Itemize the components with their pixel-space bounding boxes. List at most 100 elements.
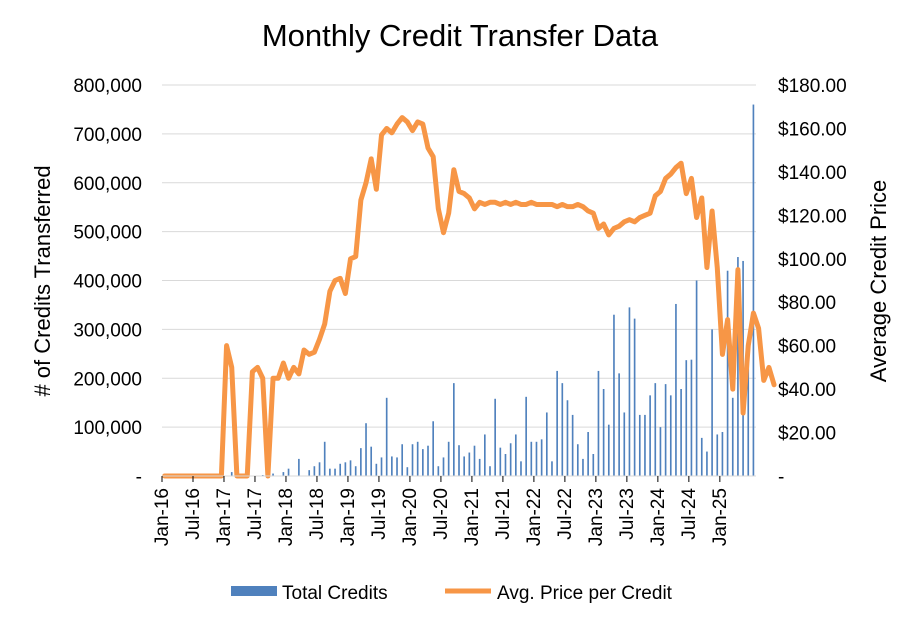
bar [556, 370, 558, 476]
bar [504, 454, 507, 476]
bar [618, 373, 620, 476]
left-axis-ticks: - 100,000 200,000 300,000 400,000 500,000 600,… [73, 76, 142, 488]
bar [447, 441, 450, 476]
bar [360, 448, 362, 476]
right-tick-label: $80.00 [778, 293, 836, 314]
legend-swatch-total-credits [231, 586, 277, 596]
x-tick-label: Jan-24 [648, 488, 669, 547]
bar [566, 400, 569, 476]
x-tick-label: Jan-22 [524, 488, 545, 546]
bar [576, 444, 579, 476]
bar [638, 414, 641, 476]
right-tick-label: $140.00 [778, 163, 847, 184]
x-tick-label: Jul-17 [245, 488, 266, 540]
bar [582, 458, 584, 476]
right-tick-label: $180.00 [778, 76, 847, 97]
right-tick-label: $100.00 [778, 250, 847, 271]
right-tick-label: $20.00 [778, 424, 836, 445]
bar [308, 470, 311, 476]
left-axis-title: # of Credits Transferred [30, 165, 55, 396]
x-tick-label: Jul-23 [617, 488, 638, 540]
left-tick-label: 500,000 [73, 223, 142, 244]
bar [571, 414, 574, 476]
bar [716, 434, 719, 476]
bar [623, 412, 626, 476]
bar [592, 454, 595, 476]
right-tick-label: $160.00 [778, 119, 847, 140]
left-tick-label: 400,000 [73, 272, 142, 293]
bar [514, 434, 517, 476]
bar [587, 432, 589, 476]
bar [721, 432, 724, 476]
bar [401, 444, 404, 476]
x-tick-label: Jan-17 [214, 488, 235, 546]
left-tick-label: 600,000 [73, 174, 142, 195]
bar [726, 270, 729, 476]
bar [654, 383, 657, 476]
bar [422, 449, 424, 476]
bar [483, 434, 486, 476]
x-tick-label: Jan-18 [276, 488, 297, 546]
bar [540, 439, 543, 476]
bar [613, 314, 615, 476]
bar [432, 421, 435, 476]
legend-label-avg-price: Avg. Price per Credit [497, 583, 673, 604]
bar [628, 307, 631, 476]
bar [597, 370, 600, 476]
bar [752, 104, 755, 477]
bar [344, 462, 347, 476]
x-tick-label: Jan-21 [462, 488, 483, 546]
bar [230, 472, 233, 476]
x-tick-label: Jan-23 [586, 488, 607, 546]
bar [463, 456, 465, 476]
x-tick-label: Jul-16 [183, 488, 204, 540]
bar [406, 467, 409, 476]
bar [659, 427, 662, 476]
bar [545, 412, 548, 476]
bar [737, 257, 739, 476]
bar [644, 414, 646, 476]
bar [690, 359, 693, 476]
bar [711, 329, 713, 476]
left-tick-label: 300,000 [73, 320, 142, 341]
x-tick-label: Jul-24 [679, 488, 700, 540]
bar [416, 441, 419, 476]
right-axis-title: Average Credit Price [866, 180, 891, 383]
left-tick-label: - [136, 467, 142, 488]
bar [607, 424, 610, 476]
bar [520, 461, 522, 476]
bar [380, 457, 383, 476]
bar [509, 443, 512, 476]
bar [530, 441, 533, 476]
x-tick-label: Jan-20 [400, 488, 421, 546]
right-tick-label: $40.00 [778, 380, 836, 401]
bar [411, 444, 414, 476]
left-tick-label: 200,000 [73, 369, 142, 390]
bar-series-total-credits [230, 104, 755, 477]
legend-label-total-credits: Total Credits [282, 583, 388, 604]
bar [664, 384, 667, 476]
bar [602, 389, 605, 476]
bar [365, 423, 367, 476]
bar [298, 458, 300, 476]
right-tick-label: $120.00 [778, 206, 847, 227]
right-tick-label: - [778, 467, 784, 488]
x-tick-label: Jul-22 [555, 488, 576, 540]
bar [695, 280, 698, 476]
bar [287, 468, 290, 476]
left-tick-label: 100,000 [73, 418, 142, 439]
left-tick-label: 800,000 [73, 76, 142, 97]
bar [633, 318, 636, 476]
bar [339, 463, 342, 476]
bar [499, 447, 502, 476]
bar [391, 456, 393, 476]
bar [396, 457, 398, 476]
bar [323, 441, 326, 476]
right-axis-ticks: - $20.00 $40.00 $60.00 $80.00 $100.00 $120.00 $… [778, 76, 847, 488]
bar [535, 441, 538, 476]
bar [318, 462, 321, 476]
bar [437, 466, 440, 476]
bar [747, 347, 750, 476]
x-tick-label: Jan-16 [152, 488, 173, 546]
